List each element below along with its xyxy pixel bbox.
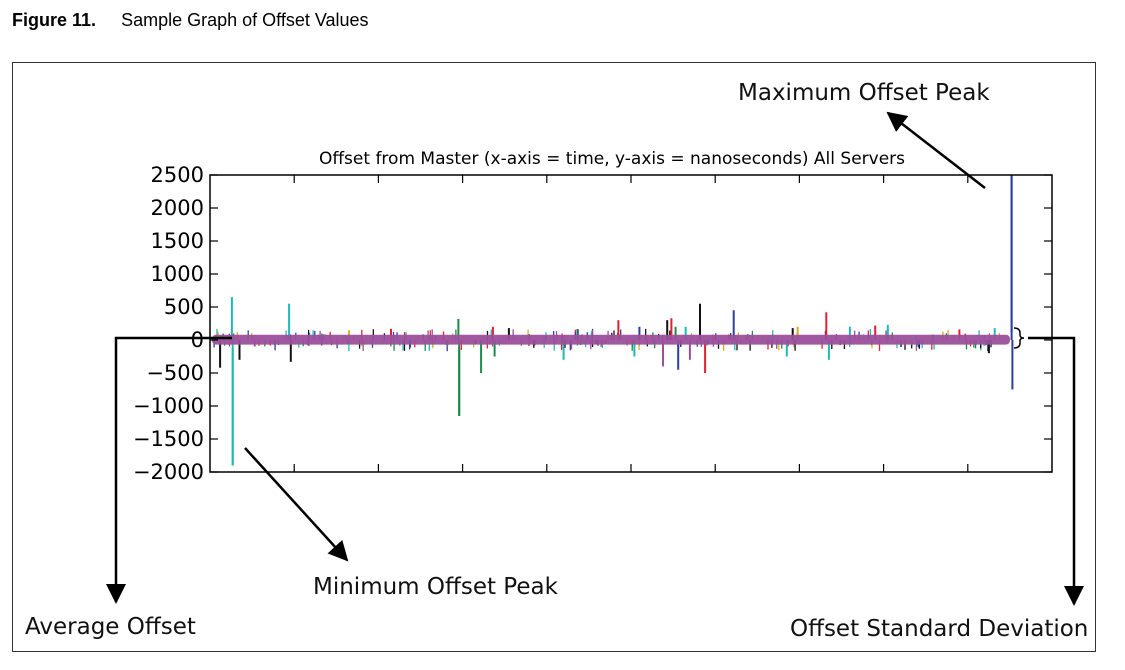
offset-band <box>212 334 1010 345</box>
y-axis: 2500 2000 1500 1000 500 0 −500 −1000 −1500 −2000 <box>133 163 1053 484</box>
plot-frame <box>209 174 1053 473</box>
max-peak-label: Maximum Offset Peak <box>738 80 990 106</box>
std-dev-brace <box>1013 327 1025 349</box>
max-peak-arrow <box>886 111 986 189</box>
y-tick-label: −1000 <box>133 394 204 418</box>
y-tick-label: 1500 <box>151 229 204 253</box>
y-tick-label: 500 <box>164 295 204 319</box>
y-tick-label: −500 <box>146 361 204 385</box>
figure-label: Figure 11. <box>12 10 97 30</box>
figure-caption: Figure 11. Sample Graph of Offset Values <box>12 10 369 31</box>
plot-area <box>212 175 1014 466</box>
chart-title: Offset from Master (x-axis = time, y-axi… <box>319 149 905 169</box>
min-peak-label: Minimum Offset Peak <box>313 574 559 600</box>
y-tick-label: −1500 <box>133 427 204 451</box>
spike-series <box>219 175 1014 466</box>
std-dev-label: Offset Standard Deviation <box>790 616 1088 642</box>
figure-caption-text: Sample Graph of Offset Values <box>121 10 369 30</box>
y-tick-label: 1000 <box>151 262 204 286</box>
min-peak-arrow <box>244 447 349 562</box>
average-offset-arrow <box>106 336 232 604</box>
average-offset-label: Average Offset <box>25 614 196 640</box>
y-tick-label: 0 <box>191 328 204 352</box>
y-tick-label: −2000 <box>133 460 204 484</box>
y-tick-label: 2500 <box>151 163 204 187</box>
y-tick-label: 2000 <box>151 196 204 220</box>
figure-frame <box>12 62 1096 652</box>
std-dev-arrow <box>1028 336 1084 606</box>
